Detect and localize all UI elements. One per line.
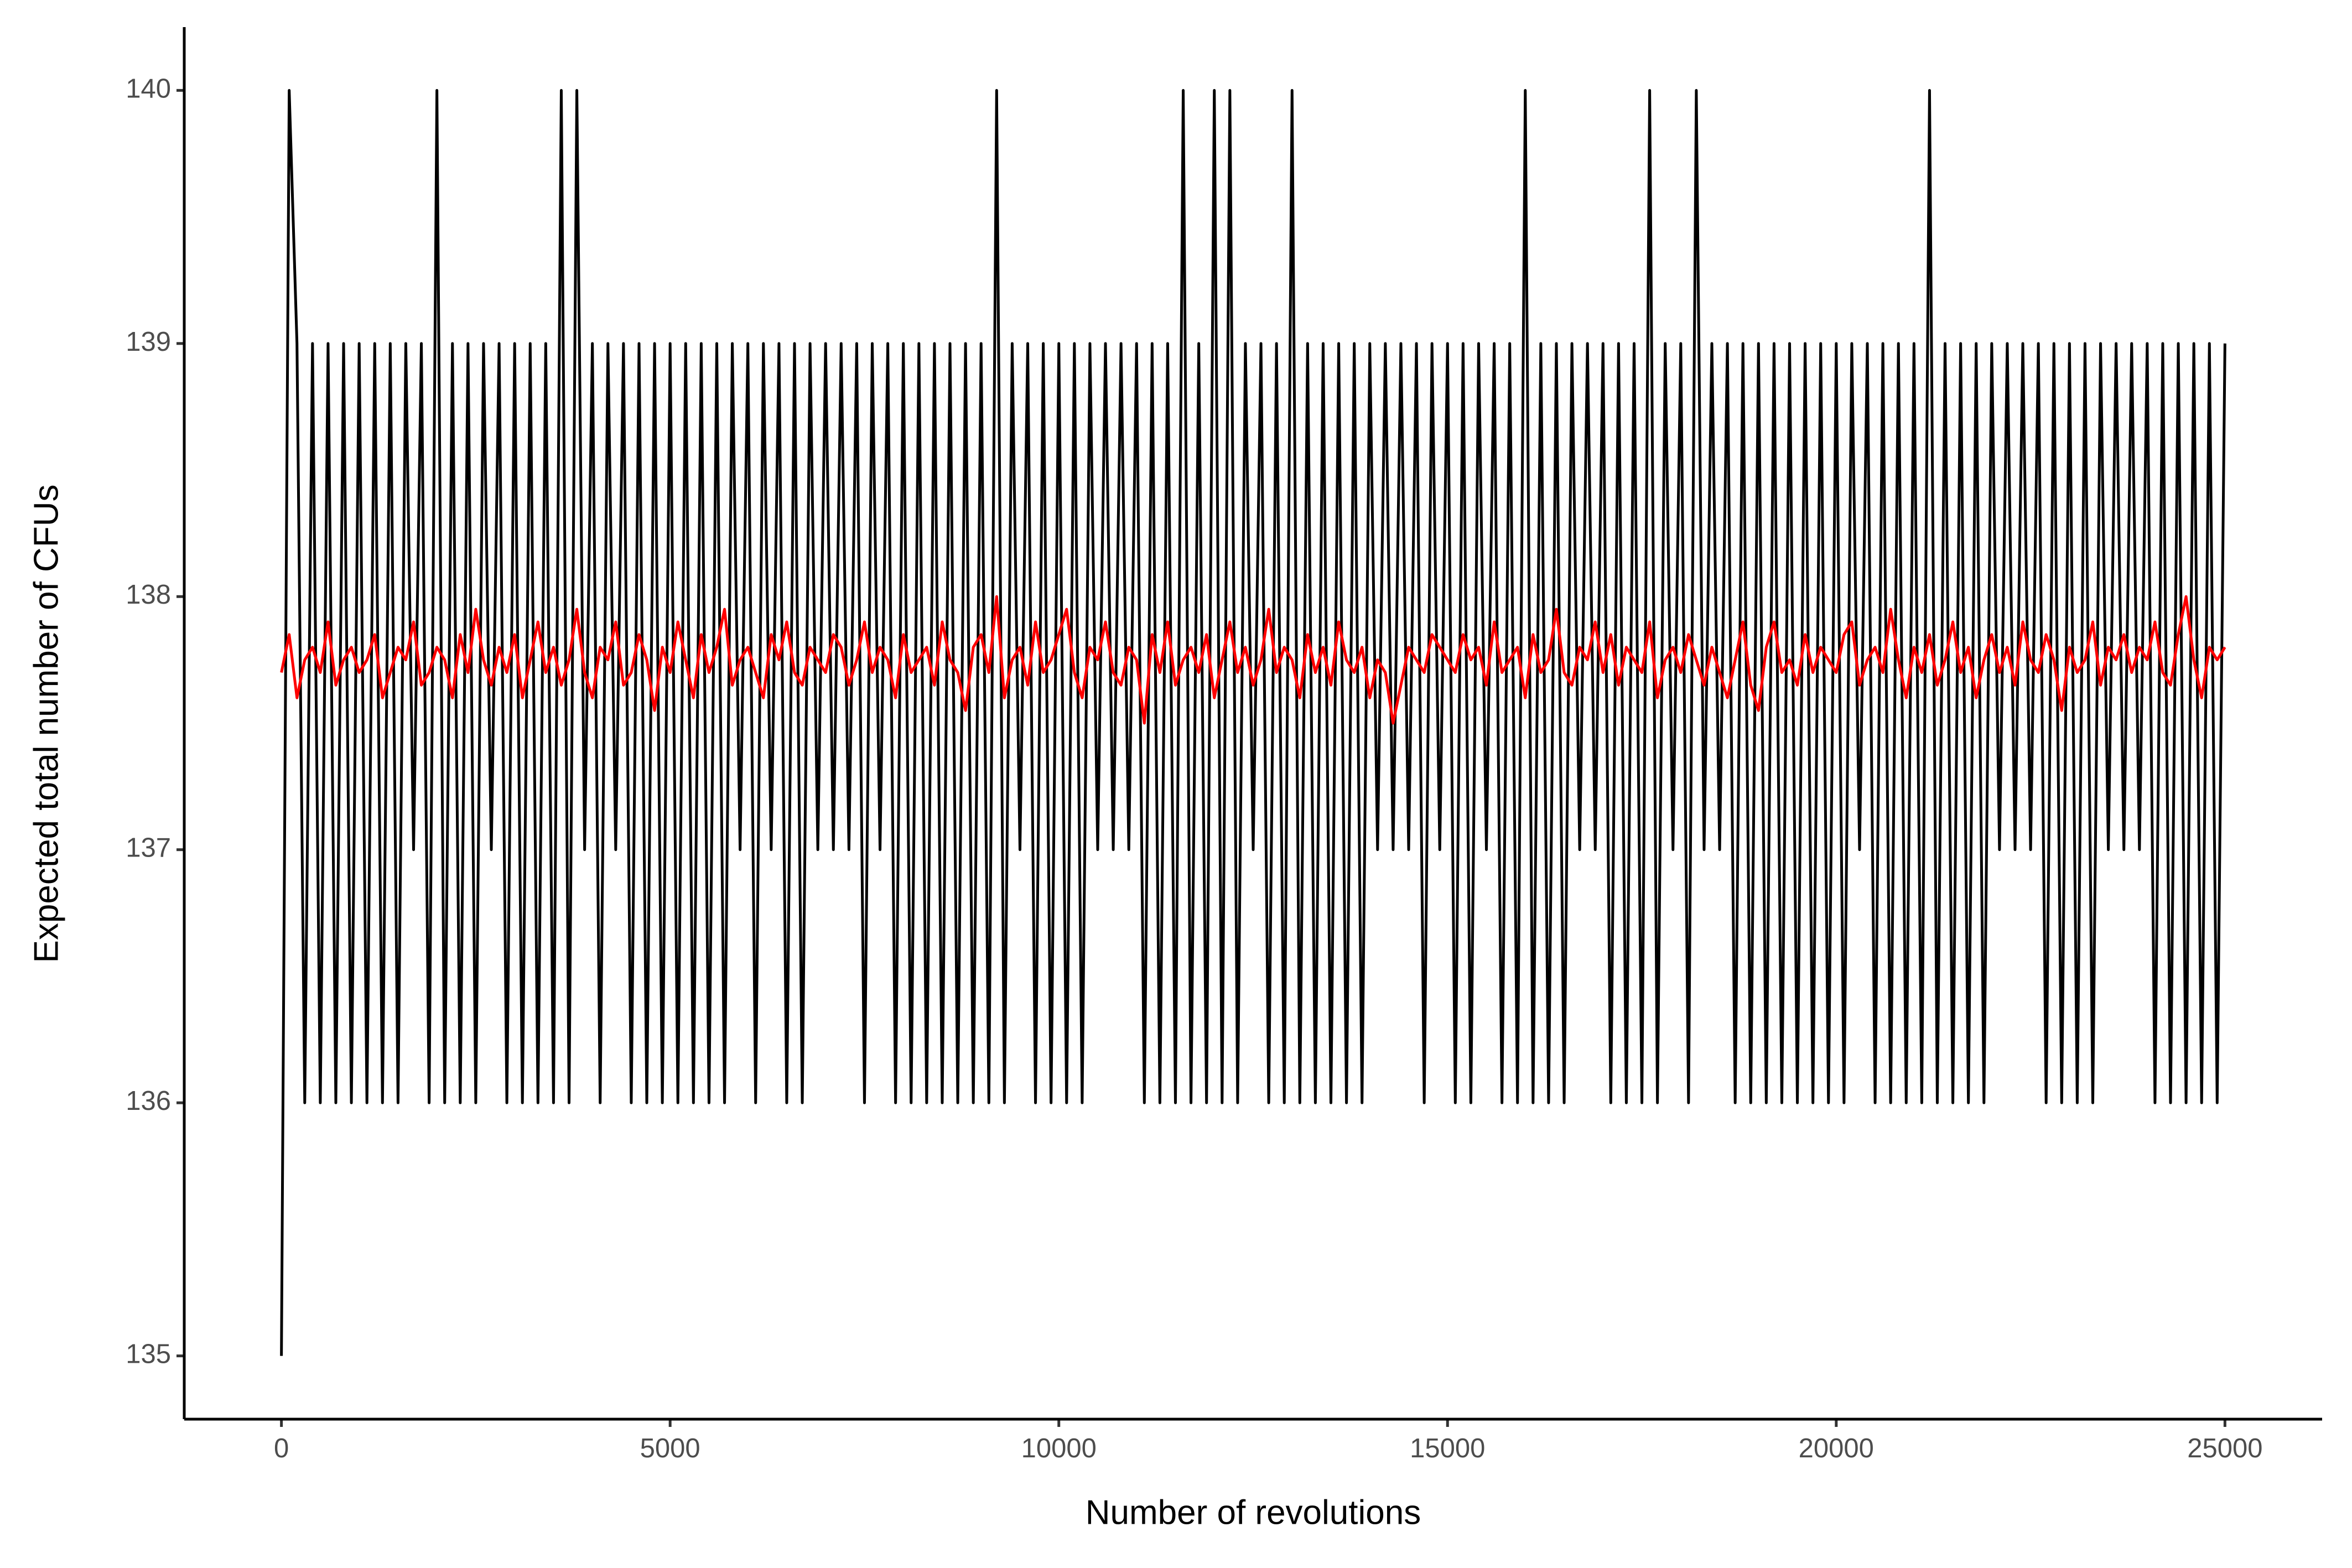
y-tick-label: 140 [126, 74, 171, 103]
x-tick-label: 20000 [1799, 1434, 1874, 1463]
x-tick-label: 10000 [1021, 1434, 1097, 1463]
line-series [280, 89, 2226, 1356]
y-tick-label: 137 [126, 833, 171, 863]
y-tick-label: 135 [126, 1339, 171, 1369]
x-tick-label: 5000 [640, 1434, 700, 1463]
line-series [280, 595, 2226, 725]
x-tick-label: 0 [274, 1434, 289, 1463]
y-axis-title: Expected total number of CFUs [27, 485, 65, 963]
x-axis-title: Number of revolutions [1086, 1493, 1421, 1531]
y-tick-label: 138 [126, 580, 171, 610]
x-tick-label: 25000 [2187, 1434, 2262, 1463]
y-tick-label: 139 [126, 327, 171, 357]
x-tick-label: 15000 [1410, 1434, 1485, 1463]
y-tick-label: 136 [126, 1086, 171, 1116]
